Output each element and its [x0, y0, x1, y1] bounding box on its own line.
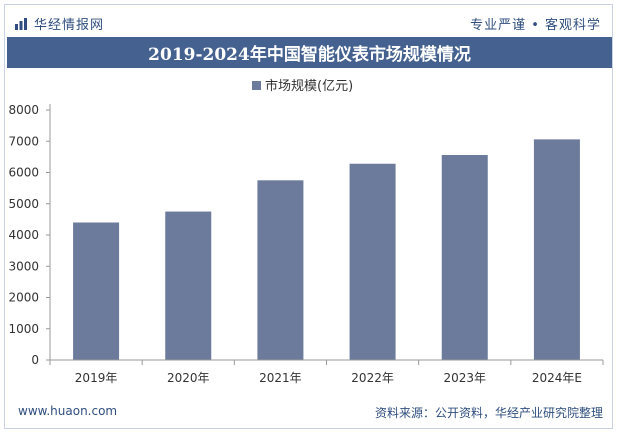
x-tick-label: 2024年E	[532, 371, 582, 385]
y-tick-label: 6000	[8, 166, 39, 180]
bar	[165, 211, 212, 360]
y-tick-label: 5000	[8, 197, 39, 211]
slogan: 专业严谨 • 客观科学	[470, 18, 601, 33]
legend-label: 市场规模(亿元)	[265, 78, 353, 94]
legend-swatch	[252, 81, 261, 90]
x-tick-label: 2019年	[75, 371, 118, 385]
y-tick-label: 0	[31, 353, 39, 367]
y-tick-label: 3000	[8, 259, 39, 273]
x-tick-label: 2020年	[167, 371, 210, 385]
bar	[533, 139, 580, 360]
brand-logo: 华经情报网	[14, 14, 104, 33]
x-tick-label: 2022年	[351, 371, 394, 385]
brand-name: 华经情报网	[34, 18, 105, 33]
footer-source: 资料来源：公开资料，华经产业研究院整理	[374, 406, 603, 420]
brand-logo-icon	[15, 17, 27, 30]
footer-website[interactable]: www.huaon.com	[18, 404, 118, 418]
title-bar: 2019-2024年中国智能仪表市场规模情况	[7, 37, 612, 68]
y-tick-label: 1000	[8, 322, 39, 336]
y-tick-label: 7000	[8, 134, 39, 148]
bar	[73, 222, 120, 360]
x-tick-label: 2023年	[443, 371, 486, 385]
x-tick-label: 2021年	[259, 371, 302, 385]
bar	[349, 163, 396, 360]
bar	[257, 180, 304, 360]
y-tick-label: 8000	[8, 103, 39, 117]
y-tick-label: 2000	[8, 291, 39, 305]
bar	[441, 155, 488, 360]
chart-title: 2019-2024年中国智能仪表市场规模情况	[148, 45, 471, 65]
y-tick-label: 4000	[8, 228, 39, 242]
top-bar: 华经情报网 专业严谨 • 客观科学	[4, 4, 613, 38]
